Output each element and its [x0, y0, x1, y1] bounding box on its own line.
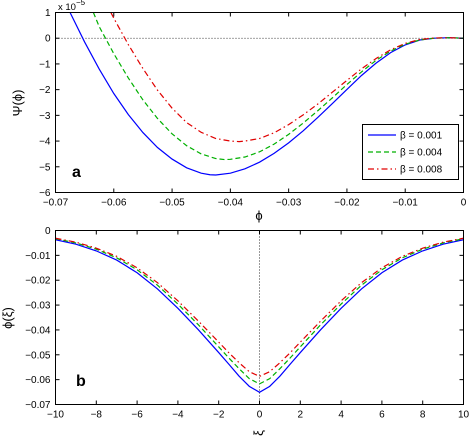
panel-a-series-1-line — [69, 12, 464, 176]
panel-b-plot-area — [55, 230, 464, 405]
legend-label-1: β = 0.001 — [400, 131, 443, 142]
panel-a-y-multiplier: x 10−5 — [58, 0, 86, 13]
panel-a-frame — [55, 12, 464, 193]
panel-b-x-tick-label: −4 — [172, 410, 184, 421]
panel-b-y-tick-label: −0.05 — [25, 350, 51, 361]
panel-a-y-tick-label: −6 — [39, 188, 51, 199]
panel-b-ylabel: ϕ(ξ) — [0, 307, 15, 329]
panel-a-x-tick-label: 0 — [461, 198, 467, 209]
panel-a-y-tick-label: 1 — [45, 8, 51, 19]
panel-b-y-tick-label: −0.01 — [25, 251, 51, 262]
legend-label-3: β = 0.008 — [400, 165, 443, 176]
panel-b-x-tick-label: 8 — [420, 410, 426, 421]
panel-a-plot-area — [55, 12, 464, 176]
panel-a-ylabel: Ψ(ϕ) — [10, 90, 25, 117]
panel-b-x-tick-label: 0 — [257, 410, 263, 421]
panel-a-y-tick-label: 0 — [45, 34, 51, 45]
panel-b: −10 −8 −6 −4 −2 0 2 4 6 8 10 −0.07 −0.06 −0.05 −0.04 −0… — [0, 226, 469, 436]
panel-b-ticks: −10 −8 −6 −4 −2 0 2 4 6 8 10 −0.07 −0.06 −0.05 −0.04 −0… — [25, 226, 469, 421]
panel-b-series-2-line — [55, 238, 464, 385]
panel-b-x-tick-label: 2 — [298, 410, 304, 421]
panel-b-xlabel: ξ — [251, 430, 266, 436]
panel-a-x-tick-label: −0.05 — [159, 198, 185, 209]
panel-a-y-tick-label: −4 — [39, 137, 51, 148]
panel-a-xlabel: ϕ — [255, 208, 262, 223]
panel-a-x-tick-label: −0.04 — [218, 198, 244, 209]
panel-a-x-tick-label: −0.01 — [393, 198, 419, 209]
panel-b-x-tick-label: 10 — [458, 410, 470, 421]
panel-a-x-tick-label: −0.07 — [43, 198, 69, 209]
panel-a-y-tick-label: −3 — [39, 111, 51, 122]
panel-a-ticks: −0.07 −0.06 −0.05 −0.04 −0.03 −0.02 −0.01 0 −6 −5… — [39, 8, 467, 209]
panel-b-y-tick-label: −0.03 — [25, 301, 51, 312]
panel-a-series-2-line — [92, 12, 464, 161]
panel-a-y-tick-label: −5 — [39, 162, 51, 173]
panel-b-y-tick-label: −0.07 — [25, 400, 51, 411]
legend: β = 0.001 β = 0.004 β = 0.008 — [362, 124, 459, 180]
panel-a-y-tick-label: −1 — [39, 59, 51, 70]
panel-a-series-3-line — [110, 12, 464, 143]
panel-b-x-tick-label: 4 — [338, 410, 344, 421]
legend-label-2: β = 0.004 — [400, 148, 443, 159]
panel-a-x-tick-label: −0.06 — [101, 198, 127, 209]
panel-a: −0.07 −0.06 −0.05 −0.04 −0.03 −0.02 −0.01 0 −6 −5… — [10, 0, 467, 223]
panel-b-x-tick-label: −8 — [91, 410, 103, 421]
panel-a-x-tick-label: −0.02 — [334, 198, 360, 209]
panel-b-x-tick-label: −6 — [131, 410, 143, 421]
panel-b-y-tick-label: 0 — [45, 226, 51, 237]
panel-b-y-tick-label: −0.04 — [25, 325, 51, 336]
panel-a-y-tick-label: −2 — [39, 85, 51, 96]
panel-a-x-tick-label: −0.03 — [276, 198, 302, 209]
panel-b-label: b — [76, 373, 86, 390]
panel-a-label: a — [72, 164, 81, 181]
panel-b-y-tick-label: −0.06 — [25, 375, 51, 386]
panel-b-x-tick-label: 6 — [379, 410, 385, 421]
panel-b-x-tick-label: −10 — [47, 410, 64, 421]
panel-b-series-1-line — [55, 239, 464, 394]
panel-b-y-tick-label: −0.02 — [25, 276, 51, 287]
panel-b-x-tick-label: −2 — [213, 410, 225, 421]
